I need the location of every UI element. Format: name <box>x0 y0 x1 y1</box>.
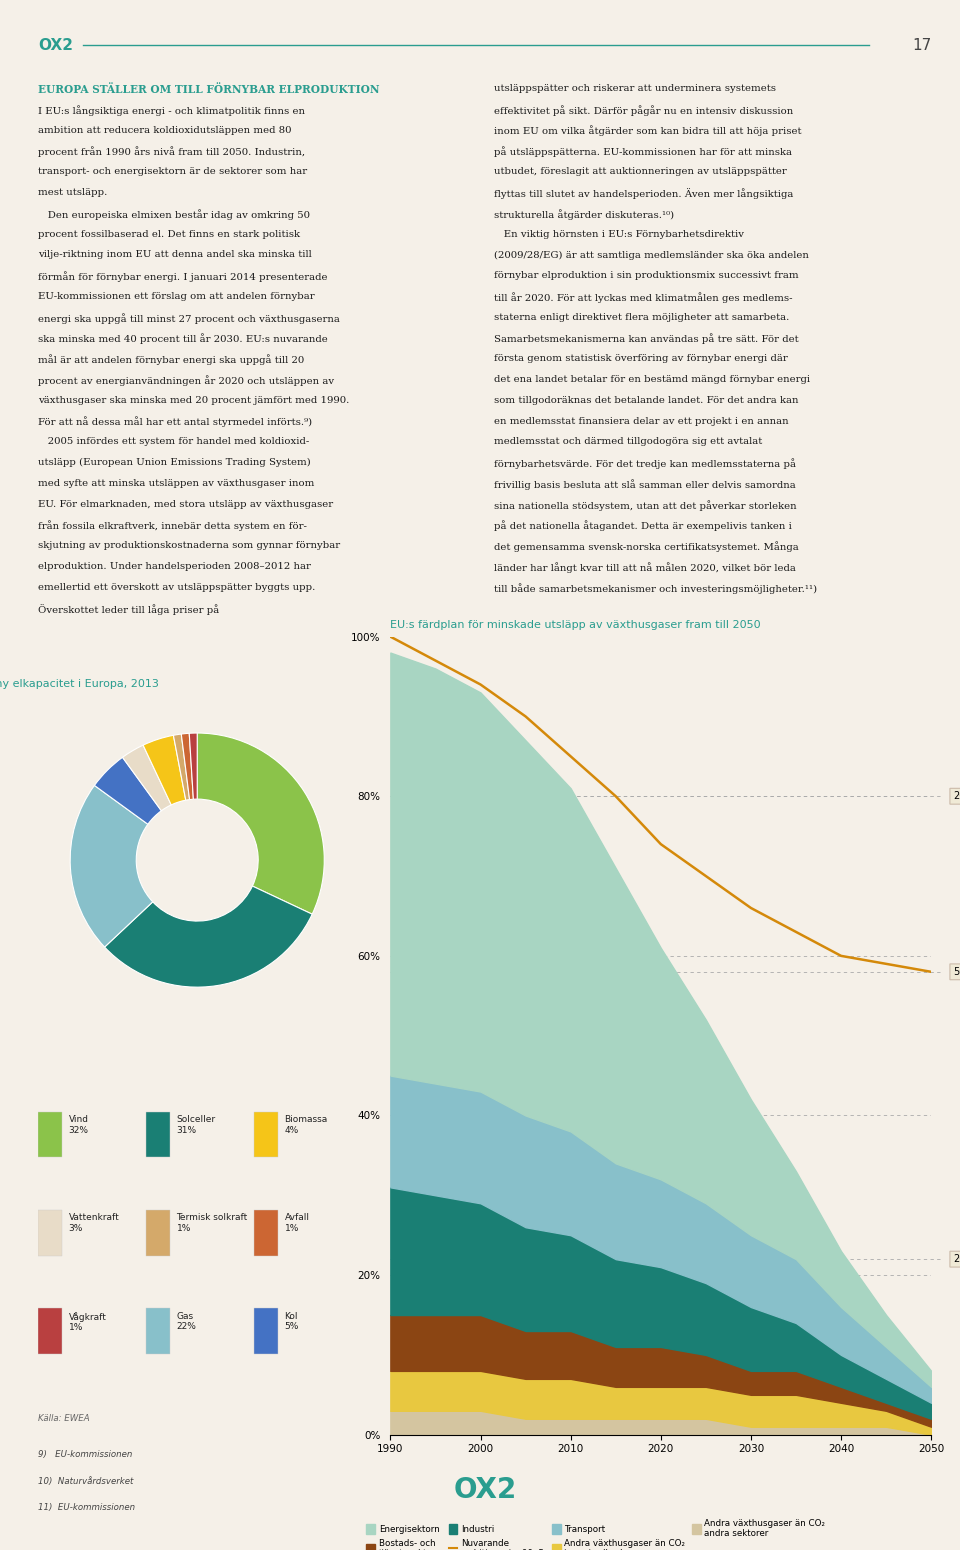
Text: mål är att andelen förnybar energi ska uppgå till 20: mål är att andelen förnybar energi ska u… <box>38 355 304 366</box>
Text: en medlemsstat finansiera delar av ett projekt i en annan: en medlemsstat finansiera delar av ett p… <box>493 417 788 426</box>
Text: utsläppsрätter och riskerar att underminera systemets: utsläppsрätter och riskerar att undermin… <box>493 84 776 93</box>
Text: EU-kommissionen ett förslag om att andelen förnybar: EU-kommissionen ett förslag om att andel… <box>38 291 315 301</box>
Text: I EU:s långsiktiga energi - och klimatpolitik finns en: I EU:s långsiktiga energi - och klimatpo… <box>38 105 305 116</box>
Text: 50€/ton: 50€/ton <box>953 967 960 976</box>
Text: 10)  Naturvårdsverket: 10) Naturvårdsverket <box>38 1477 133 1486</box>
Text: sina nationella stödsystem, utan att det påverkar storleken: sina nationella stödsystem, utan att det… <box>493 499 797 510</box>
Text: det gemensamma svensk-norska certifikatsystemet. Många: det gemensamma svensk-norska certifikats… <box>493 541 799 552</box>
Wedge shape <box>70 786 153 947</box>
Text: OX2: OX2 <box>38 37 73 53</box>
Text: Vind
32%: Vind 32% <box>68 1114 88 1135</box>
Text: förnybarhetsvärde. För det tredje kan medlemsstaterna på: förnybarhetsvärde. För det tredje kan me… <box>493 459 796 470</box>
Text: inom EU om vilka åtgärder som kan bidra till att höja priset: inom EU om vilka åtgärder som kan bidra … <box>493 126 802 136</box>
Bar <box>146 1211 170 1256</box>
Bar <box>254 1111 278 1158</box>
Text: För att nå dessa mål har ett antal styrmedel införts.⁹): För att nå dessa mål har ett antal styrm… <box>38 417 313 428</box>
Text: länder har långt kvar till att nå målen 2020, vilket bör leda: länder har långt kvar till att nå målen … <box>493 563 796 574</box>
Text: 2005 infördes ett system för handel med koldioxid-: 2005 infördes ett system för handel med … <box>38 437 310 446</box>
Bar <box>146 1111 170 1158</box>
Text: Kol
5%: Kol 5% <box>284 1311 299 1331</box>
Text: EUROPA STÄLLER OM TILL FÖRNYBAR ELPRODUKTION: EUROPA STÄLLER OM TILL FÖRNYBAR ELPRODUK… <box>38 84 380 95</box>
Text: Solceller
31%: Solceller 31% <box>177 1114 216 1135</box>
Text: 20–25€/ton: 20–25€/ton <box>953 790 960 801</box>
Text: Källa: EWEA: Källa: EWEA <box>38 1414 90 1423</box>
Text: staterna enligt direktivet flera möjligheter att samarbeta.: staterna enligt direktivet flera möjligh… <box>493 313 789 322</box>
Text: på det nationella åtagandet. Detta är exempelivis tanken i: på det nationella åtagandet. Detta är ex… <box>493 521 792 532</box>
Text: på utsläppsрätterna. EU-kommissionen har för att minska: på utsläppsрätterna. EU-kommissionen har… <box>493 147 792 157</box>
Wedge shape <box>174 735 189 800</box>
Wedge shape <box>189 733 197 800</box>
Text: procent av energianvändningen år 2020 och utsläppen av: procent av energianvändningen år 2020 oc… <box>38 375 334 386</box>
Text: OX2: OX2 <box>453 1476 516 1504</box>
Wedge shape <box>94 758 161 825</box>
Wedge shape <box>123 746 171 811</box>
Text: EU. För elmarknaden, med stora utsläpp av växthusgaser: EU. För elmarknaden, med stora utsläpp a… <box>38 499 333 508</box>
Text: EU:s färdplan för minskade utsläpp av växthusgaser fram till 2050: EU:s färdplan för minskade utsläpp av vä… <box>391 620 761 631</box>
Text: till både samarbetsmekanismer och investeringsmöjligheter.¹¹): till både samarbetsmekanismer och invest… <box>493 583 817 594</box>
Text: effektivitet på sikt. Därför pågår nu en intensiv diskussion: effektivitet på sikt. Därför pågår nu en… <box>493 105 793 116</box>
Legend: Energisektorn, Bostads- och
tjänstesektorn, Industri, Nuvarande
ambitionsnivu00e: Energisektorn, Bostads- och tjänstesekto… <box>367 1519 826 1550</box>
Text: Biomassa
4%: Biomassa 4% <box>284 1114 327 1135</box>
Text: 11)  EU-kommissionen: 11) EU-kommissionen <box>38 1504 135 1513</box>
Text: Vågkraft
1%: Vågkraft 1% <box>68 1311 107 1331</box>
Text: Andel av ny elkapacitet i Europa, 2013: Andel av ny elkapacitet i Europa, 2013 <box>0 679 159 688</box>
Text: med syfte att minska utsläppen av växthusgaser inom: med syfte att minska utsläppen av växthu… <box>38 479 315 488</box>
Text: medlemsstat och därmed tillgodogöra sig ett avtalat: medlemsstat och därmed tillgodogöra sig … <box>493 437 762 446</box>
Text: första genom statistisk överföring av förnybar energi där: första genom statistisk överföring av fö… <box>493 355 787 363</box>
Text: vilje-riktning inom EU att denna andel ska minska till: vilje-riktning inom EU att denna andel s… <box>38 251 312 259</box>
Text: flyttas till slutet av handelsperioden. Även mer långsiktiga: flyttas till slutet av handelsperioden. … <box>493 188 793 198</box>
Bar <box>38 1111 62 1158</box>
Bar <box>38 1211 62 1256</box>
Text: skjutning av produktionskostnaderna som gynnar förnybar: skjutning av produktionskostnaderna som … <box>38 541 341 550</box>
Text: utbudet, föreslagit att auktionneringen av utsläppsрätter: utbudet, föreslagit att auktionneringen … <box>493 167 786 177</box>
Bar <box>254 1308 278 1355</box>
Text: procent från 1990 års nivå fram till 2050. Industrin,: procent från 1990 års nivå fram till 205… <box>38 147 305 157</box>
Text: Avfall
1%: Avfall 1% <box>284 1214 309 1232</box>
Text: procent fossilbaserad el. Det finns en stark politisk: procent fossilbaserad el. Det finns en s… <box>38 229 300 239</box>
Text: 9)   EU-kommissionen: 9) EU-kommissionen <box>38 1451 132 1459</box>
Text: 17: 17 <box>912 37 931 53</box>
Text: emellertid ett överskott av utsläppsрätter byggts upp.: emellertid ett överskott av utsläppsрätt… <box>38 583 316 592</box>
Wedge shape <box>181 733 193 800</box>
Text: 205€/ton: 205€/ton <box>953 1254 960 1265</box>
Text: frivillig basis besluta att slå samman eller delvis samordna: frivillig basis besluta att slå samman e… <box>493 479 796 490</box>
Text: förnybar elproduktion i sin produktionsmix successivt fram: förnybar elproduktion i sin produktionsm… <box>493 271 799 281</box>
Text: En viktig hörnsten i EU:s Förnybarhetsdirektiv: En viktig hörnsten i EU:s Förnybarhetsdi… <box>493 229 744 239</box>
Text: strukturella åtgärder diskuteras.¹⁰): strukturella åtgärder diskuteras.¹⁰) <box>493 209 674 220</box>
Wedge shape <box>143 735 186 804</box>
Text: elproduktion. Under handelsperioden 2008–2012 har: elproduktion. Under handelsperioden 2008… <box>38 563 311 570</box>
Text: mest utsläpp.: mest utsläpp. <box>38 188 108 197</box>
Wedge shape <box>105 887 312 987</box>
Text: det ena landet betalar för en bestämd mängd förnybar energi: det ena landet betalar för en bestämd mä… <box>493 375 810 384</box>
Text: transport- och energisektorn är de sektorer som har: transport- och energisektorn är de sekto… <box>38 167 307 177</box>
Bar <box>146 1308 170 1355</box>
Text: ambition att reducera koldioxidutsläppen med 80: ambition att reducera koldioxidutsläppen… <box>38 126 292 135</box>
Text: till år 2020. För att lyckas med klimatmålen ges medlems-: till år 2020. För att lyckas med klimatm… <box>493 291 792 302</box>
Text: Den europeiska elmixen består idag av omkring 50: Den europeiska elmixen består idag av om… <box>38 209 310 220</box>
Text: energi ska uppgå till minst 27 procent och växthusgaserna: energi ska uppgå till minst 27 procent o… <box>38 313 340 324</box>
Text: Termisk solkraft
1%: Termisk solkraft 1% <box>177 1214 248 1232</box>
Text: Vattenkraft
3%: Vattenkraft 3% <box>68 1214 119 1232</box>
Text: Gas
22%: Gas 22% <box>177 1311 197 1331</box>
Text: förmån för förnybar energi. I januari 2014 presenterade: förmån för förnybar energi. I januari 20… <box>38 271 328 282</box>
Text: ska minska med 40 procent till år 2030. EU:s nuvarande: ska minska med 40 procent till år 2030. … <box>38 333 328 344</box>
Bar <box>38 1308 62 1355</box>
Text: som tillgodoräknas det betalande landet. För det andra kan: som tillgodoräknas det betalande landet.… <box>493 395 798 405</box>
Text: växthusgaser ska minska med 20 procent jämfört med 1990.: växthusgaser ska minska med 20 procent j… <box>38 395 349 405</box>
Wedge shape <box>197 733 324 914</box>
Text: (2009/28/EG) är att samtliga medlemsländer ska öka andelen: (2009/28/EG) är att samtliga medlemsländ… <box>493 251 808 259</box>
Text: utsläpp (European Union Emissions Trading System): utsläpp (European Union Emissions Tradin… <box>38 459 311 467</box>
Text: Överskottet leder till låga priser på: Överskottet leder till låga priser på <box>38 603 220 615</box>
Bar <box>254 1211 278 1256</box>
Text: Samarbetsmekanismerna kan användas på tre sätt. För det: Samarbetsmekanismerna kan användas på tr… <box>493 333 799 344</box>
Text: från fossila elkraftverk, innebär detta system en för-: från fossila elkraftverk, innebär detta … <box>38 521 307 532</box>
